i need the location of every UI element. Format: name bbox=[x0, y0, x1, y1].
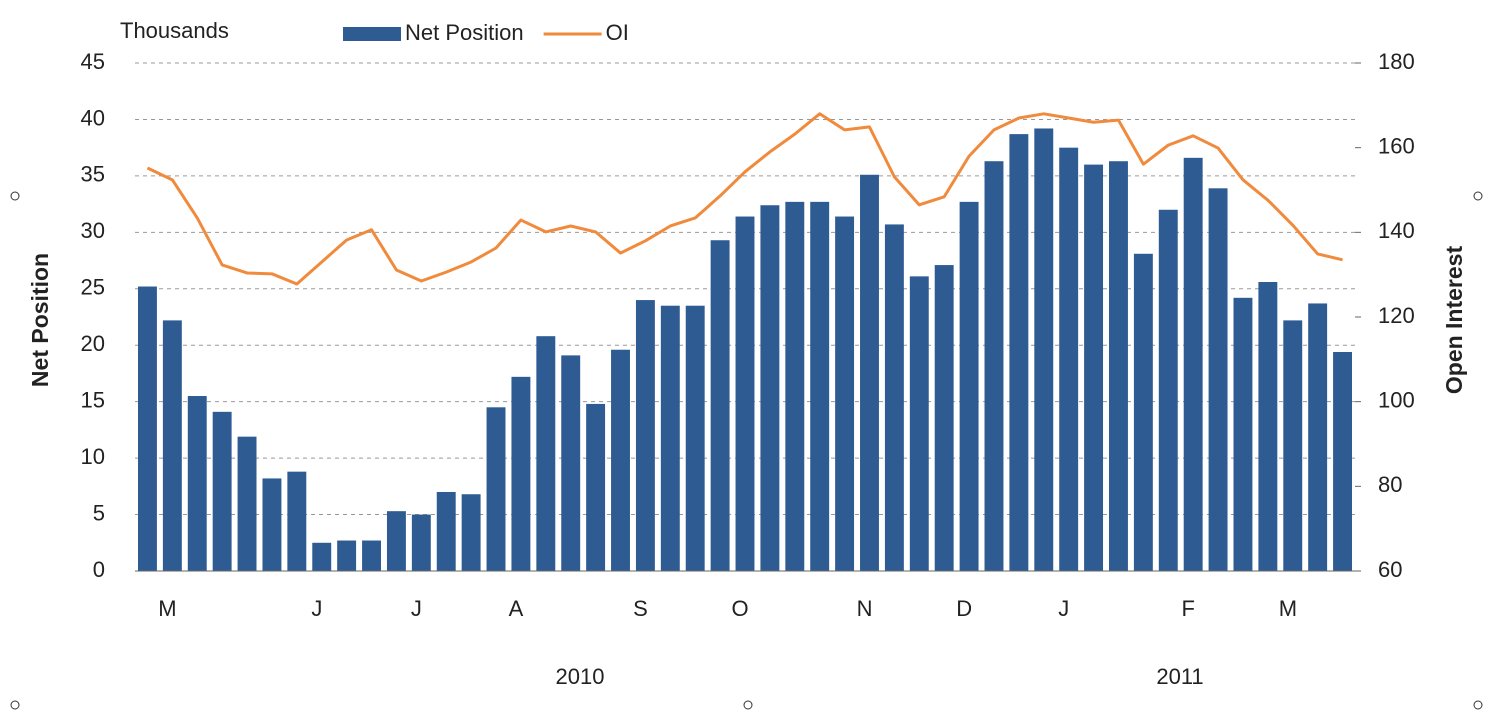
bar bbox=[1208, 188, 1228, 571]
bar bbox=[536, 336, 556, 571]
bar bbox=[1034, 128, 1054, 571]
bar bbox=[810, 201, 830, 571]
bar bbox=[660, 305, 680, 571]
bar bbox=[511, 376, 531, 571]
handles bbox=[10, 191, 1483, 710]
x-tick-label: F bbox=[1182, 596, 1195, 621]
y2-tick-label: 140 bbox=[1378, 218, 1415, 243]
bar bbox=[1233, 297, 1253, 571]
bar bbox=[362, 540, 381, 571]
y-tick-label: 40 bbox=[81, 105, 105, 130]
bar bbox=[1308, 303, 1328, 571]
bar bbox=[561, 355, 581, 571]
bar bbox=[685, 305, 705, 571]
x-tick-label: M bbox=[1279, 596, 1297, 621]
x-tick-label: J bbox=[411, 596, 422, 621]
bar bbox=[137, 286, 157, 571]
legend-label: Net Position bbox=[405, 20, 524, 45]
unit-label: Thousands bbox=[120, 18, 229, 43]
y-tick-label: 35 bbox=[81, 162, 105, 187]
bar bbox=[436, 491, 456, 571]
bar bbox=[1258, 282, 1278, 571]
y2-tick-label: 100 bbox=[1378, 387, 1415, 412]
bar bbox=[1333, 351, 1353, 571]
x-tick-label: D bbox=[956, 596, 972, 621]
year-label: 2011 bbox=[1156, 664, 1203, 689]
bar bbox=[1183, 157, 1203, 571]
line bbox=[146, 112, 1343, 286]
bar bbox=[411, 514, 431, 571]
y2-tick-label: 160 bbox=[1378, 133, 1415, 158]
bar bbox=[162, 320, 182, 571]
x-tick-label: S bbox=[633, 596, 648, 621]
y2-tick-label: 80 bbox=[1378, 472, 1402, 497]
y-axis-title: Net Position bbox=[27, 253, 53, 387]
bar bbox=[1109, 161, 1128, 572]
bar bbox=[1133, 253, 1153, 571]
legend-label: OI bbox=[606, 20, 629, 45]
x-tick-label: J bbox=[311, 596, 322, 621]
bar bbox=[1158, 209, 1178, 571]
bar bbox=[237, 436, 257, 571]
y-tick-label: 20 bbox=[81, 331, 105, 356]
bar bbox=[710, 240, 730, 572]
bar bbox=[287, 471, 307, 571]
bar bbox=[909, 276, 929, 571]
bar bbox=[312, 542, 332, 571]
bar bbox=[934, 265, 954, 571]
bar bbox=[337, 540, 357, 571]
y-tick-label: 25 bbox=[81, 275, 105, 300]
y-tick-label: 5 bbox=[93, 500, 105, 525]
bar bbox=[835, 216, 855, 572]
y2-tick-label: 60 bbox=[1378, 557, 1402, 582]
x-tick-label: J bbox=[1058, 596, 1069, 621]
bar bbox=[785, 201, 805, 571]
bar bbox=[586, 403, 606, 571]
x-tick-label: A bbox=[509, 596, 524, 621]
y2-tick-label: 120 bbox=[1378, 303, 1415, 328]
bar bbox=[760, 205, 780, 572]
x-tick-label: M bbox=[158, 596, 176, 621]
y-tick-label: 45 bbox=[81, 49, 105, 74]
bar bbox=[187, 396, 207, 571]
y-tick-label: 10 bbox=[81, 444, 105, 469]
bar bbox=[1009, 134, 1029, 571]
bar bbox=[262, 478, 282, 571]
bar bbox=[1059, 147, 1079, 571]
bar bbox=[984, 161, 1004, 572]
x-tick-label: N bbox=[857, 596, 873, 621]
legend-swatch bbox=[343, 27, 401, 41]
y-tick-label: 15 bbox=[81, 387, 105, 412]
year-label: 2010 bbox=[556, 664, 605, 689]
bar bbox=[461, 494, 481, 571]
bar bbox=[735, 216, 755, 572]
bar bbox=[1084, 164, 1104, 571]
x-tick-label: O bbox=[732, 596, 749, 621]
y-tick-label: 0 bbox=[93, 557, 105, 582]
y-tick-label: 30 bbox=[81, 218, 105, 243]
bar bbox=[1283, 320, 1303, 571]
bar bbox=[486, 407, 506, 571]
bar bbox=[959, 201, 979, 571]
bar bbox=[635, 300, 655, 571]
y2-tick-label: 180 bbox=[1378, 49, 1415, 74]
bar bbox=[212, 411, 232, 571]
bar bbox=[884, 224, 904, 572]
bar bbox=[860, 174, 879, 571]
y2-axis-title: Open Interest bbox=[1441, 246, 1467, 395]
bar bbox=[386, 511, 406, 571]
bar bbox=[611, 349, 630, 571]
